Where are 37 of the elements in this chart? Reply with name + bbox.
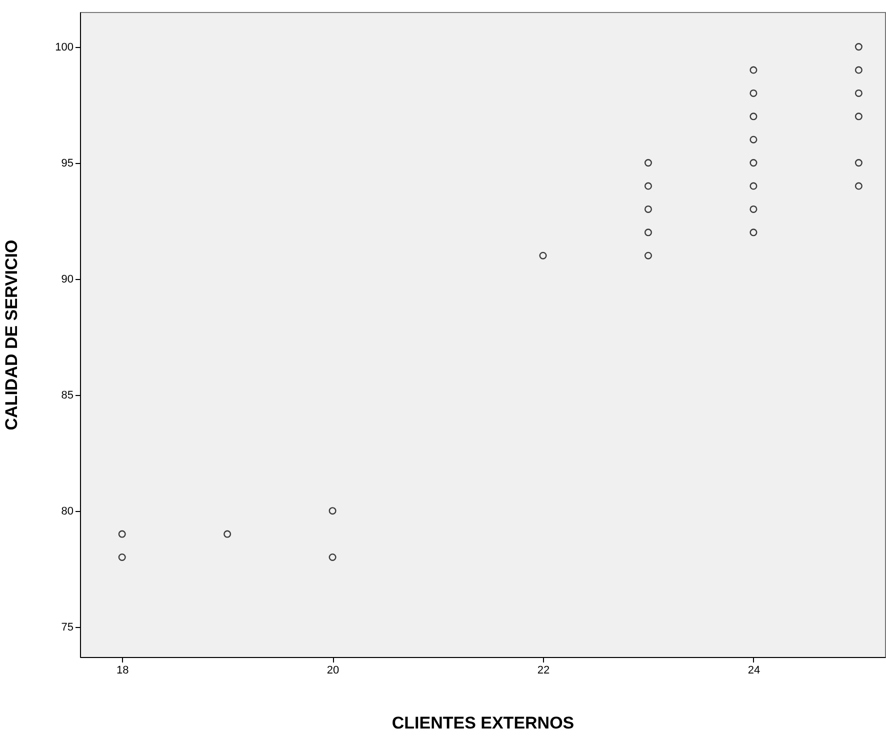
- point: [854, 182, 862, 190]
- x-tick-label: 20: [326, 664, 340, 676]
- point: [328, 553, 336, 561]
- point: [750, 228, 758, 236]
- point: [750, 159, 758, 167]
- point: [118, 530, 126, 538]
- point: [750, 112, 758, 120]
- point: [750, 89, 758, 97]
- point: [750, 66, 758, 74]
- x-axis-title: CLIENTES EXTERNOS: [392, 714, 574, 732]
- point: [328, 507, 336, 515]
- y-tick-label: 85: [61, 389, 74, 402]
- point: [750, 205, 758, 213]
- x-tick-label: 24: [748, 664, 760, 676]
- point: [644, 159, 652, 167]
- y-axis-title: CALIDAD DE SERVICIO: [2, 240, 22, 430]
- x-tick-label: 18: [116, 664, 129, 676]
- point: [644, 182, 652, 190]
- y-tick-label: 90: [61, 273, 74, 286]
- y-tick-label: 80: [61, 505, 74, 518]
- point: [644, 228, 652, 236]
- point: [750, 136, 758, 144]
- point: [644, 252, 652, 260]
- point: [854, 43, 862, 51]
- point: [750, 182, 758, 190]
- point: [854, 66, 862, 74]
- point: [854, 89, 862, 97]
- y-tick-label: 95: [61, 157, 74, 170]
- y-tick-label: 100: [55, 41, 74, 54]
- point: [539, 252, 547, 260]
- point: [854, 159, 862, 167]
- x-tick-label: 22: [537, 664, 550, 676]
- point: [644, 205, 652, 213]
- point: [118, 553, 126, 561]
- y-tick-label: 75: [61, 621, 74, 634]
- point: [224, 530, 232, 538]
- point: [854, 112, 862, 120]
